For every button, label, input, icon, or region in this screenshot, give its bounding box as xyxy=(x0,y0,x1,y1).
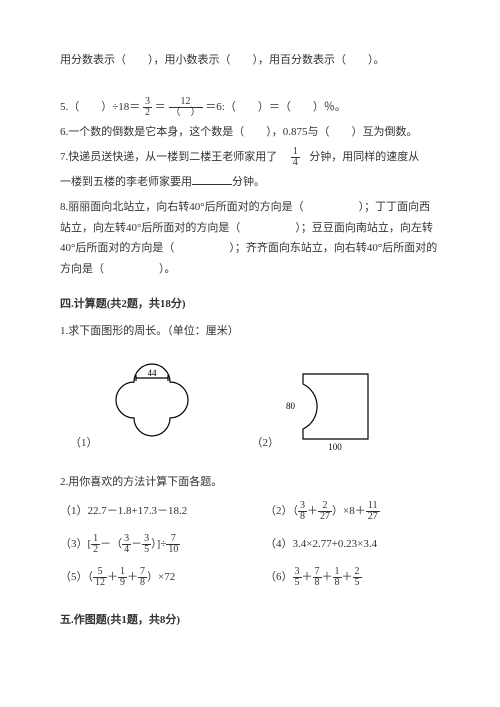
figure-1-svg: 44 xyxy=(102,354,202,454)
c6-a: （6） xyxy=(265,571,293,583)
calc-grid: （1）22.7－1.8+17.3－18.2 （2）（38＋227）×8＋1127… xyxy=(60,501,440,588)
q7-c: 一楼到五楼的李老师家要用 xyxy=(60,176,192,188)
c2-f1: 38 xyxy=(298,501,307,522)
figure-2-svg: 80 100 xyxy=(283,364,383,454)
c5-f3: 78 xyxy=(138,567,147,588)
figures-row: （1） 44 （2） 80 100 xyxy=(70,354,440,454)
q7-frac: 14 xyxy=(291,147,300,168)
c6-f2: 78 xyxy=(313,567,322,588)
c3-f4: 710 xyxy=(166,534,180,555)
question-7-line2: 一楼到五楼的李老师家要用 分钟。 xyxy=(60,172,440,193)
c2-p: ＋ xyxy=(307,505,318,517)
sec4-q1: 1.求下面图形的周长。（单位：厘米） xyxy=(60,321,440,342)
question-7-line1: 7.快递员送快递，从一楼到二楼王老师家用了 14 分钟，用同样的速度从 xyxy=(60,147,440,168)
c5-p: ＋ xyxy=(107,571,118,583)
q7-b: 分钟，用同样的速度从 xyxy=(309,151,419,163)
c5-f2: 19 xyxy=(118,567,127,588)
c6-p3: ＋ xyxy=(342,571,353,583)
fig2-label: （2） xyxy=(252,433,280,454)
calc-6: （6）35＋78＋18＋25 xyxy=(265,567,440,588)
c3-f1: 12 xyxy=(91,534,100,555)
c5-f1: 512 xyxy=(93,567,107,588)
figure-1-wrap: （1） 44 xyxy=(70,354,202,454)
q5-eq1: ＝ xyxy=(155,101,166,113)
fig2-w-text: 100 xyxy=(328,442,342,452)
c6-p2: ＋ xyxy=(322,571,333,583)
c3-a: （3）[ xyxy=(60,538,91,550)
figure-2-wrap: （2） 80 100 xyxy=(252,364,384,454)
c2-a: （2）（ xyxy=(265,505,298,517)
question-8: 8.丽丽面向北站立，向右转40°后所面对的方向是（ ）；丁丁面向西站立，向左转4… xyxy=(60,197,440,281)
sec4-q2: 2.用你喜欢的方法计算下面各题。 xyxy=(60,472,440,493)
c3-b: ）]÷ xyxy=(151,538,166,550)
question-6: 6.一个数的倒数是它本身，这个数是（ ），0.875与（ ）互为倒数。 xyxy=(60,122,440,143)
c6-f3: 18 xyxy=(333,567,342,588)
c2-b: ）×8＋ xyxy=(332,505,366,517)
c6-f4: 25 xyxy=(353,567,362,588)
c6-p: ＋ xyxy=(302,571,313,583)
c3-m: －（ xyxy=(100,538,122,550)
c3-f2: 34 xyxy=(122,534,131,555)
fig1-label: （1） xyxy=(70,433,98,454)
c2-f2: 227 xyxy=(318,501,332,522)
section-4-title: 四.计算题(共2题，共18分) xyxy=(60,294,440,315)
q5-text-b: ＝6:（ ）＝（ ）％。 xyxy=(205,101,346,113)
calc-3: （3）[12－（34－35）]÷710 xyxy=(60,534,235,555)
q5-text-a: 5.（ ）÷18＝ xyxy=(60,101,140,113)
section-5-title: 五.作图题(共1题，共8分) xyxy=(60,610,440,631)
c6-f1: 35 xyxy=(293,567,302,588)
c5-b: ）×72 xyxy=(147,571,175,583)
calc-2: （2）（38＋227）×8＋1127 xyxy=(265,501,440,522)
c5-p2: ＋ xyxy=(127,571,138,583)
fig1-dim-text: 44 xyxy=(147,368,157,378)
fig2-h-text: 80 xyxy=(286,401,296,411)
calc-4: （4）3.4×2.77+0.23×3.4 xyxy=(265,534,440,555)
q5-frac1: 32 xyxy=(143,97,152,118)
c5-a: （5）（ xyxy=(60,571,93,583)
question-top: 用分数表示（ ），用小数表示（ ），用百分数表示（ ）。 xyxy=(60,50,440,71)
calc-1: （1）22.7－1.8+17.3－18.2 xyxy=(60,501,235,522)
calc-5: （5）（512＋19＋78）×72 xyxy=(60,567,235,588)
c2-f3: 1127 xyxy=(366,501,380,522)
q7-blank xyxy=(192,172,232,185)
question-5: 5.（ ）÷18＝ 32 ＝ 12（ ） ＝6:（ ）＝（ ）％。 xyxy=(60,97,440,118)
q5-frac2: 12（ ） xyxy=(169,97,203,118)
c3-f3: 35 xyxy=(142,534,151,555)
q7-d: 分钟。 xyxy=(232,176,265,188)
q7-a: 7.快递员送快递，从一楼到二楼王老师家用了 xyxy=(60,151,277,163)
c3-m2: － xyxy=(131,538,142,550)
